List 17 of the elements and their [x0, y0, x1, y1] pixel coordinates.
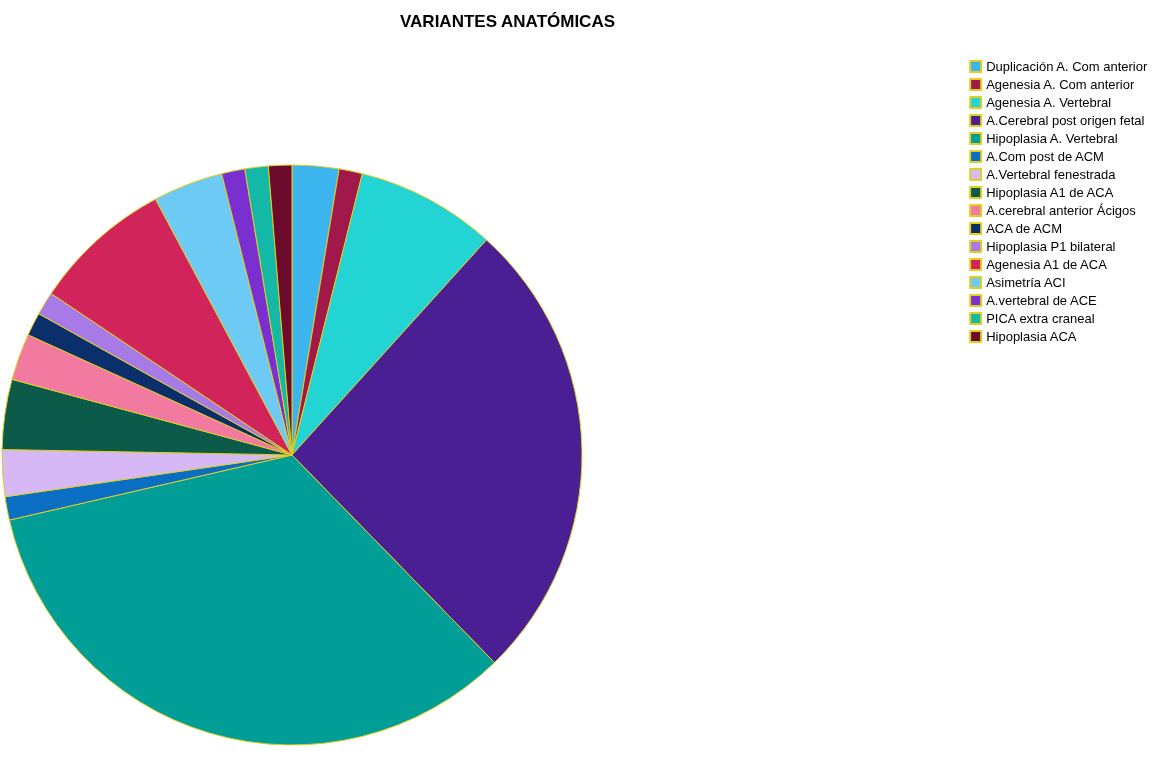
- legend-label: Hipoplasia ACA: [986, 329, 1077, 344]
- legend-label: A.Com post de ACM: [986, 149, 1104, 164]
- legend-label: A.Vertebral fenestrada: [986, 167, 1117, 182]
- legend-label: Agenesia A. Vertebral: [986, 95, 1112, 110]
- legend-label: A.Cerebral post origen fetal: [986, 113, 1145, 128]
- legend-label: A.vertebral de ACE: [986, 293, 1098, 308]
- legend-label: Agenesia A. Com anterior: [986, 77, 1135, 92]
- legend-label: Asimetría ACI: [986, 275, 1066, 290]
- legend-label: ACA de ACM: [986, 221, 1063, 236]
- legend-label: Hipoplasia A1 de ACA: [986, 185, 1114, 200]
- legend-label: Hipoplasia A. Vertebral: [986, 131, 1118, 146]
- legend-label: A.cerebral anterior Ácigos: [986, 203, 1137, 218]
- legend-label: Agenesia A1 de ACA: [986, 257, 1108, 272]
- legend-label: Hipoplasia P1 bilateral: [986, 239, 1116, 254]
- chart-title: VARIANTES ANATÓMICAS: [400, 12, 616, 31]
- legend-label: PICA extra craneal: [986, 311, 1095, 326]
- legend-label: Duplicación A. Com anterior: [986, 59, 1148, 74]
